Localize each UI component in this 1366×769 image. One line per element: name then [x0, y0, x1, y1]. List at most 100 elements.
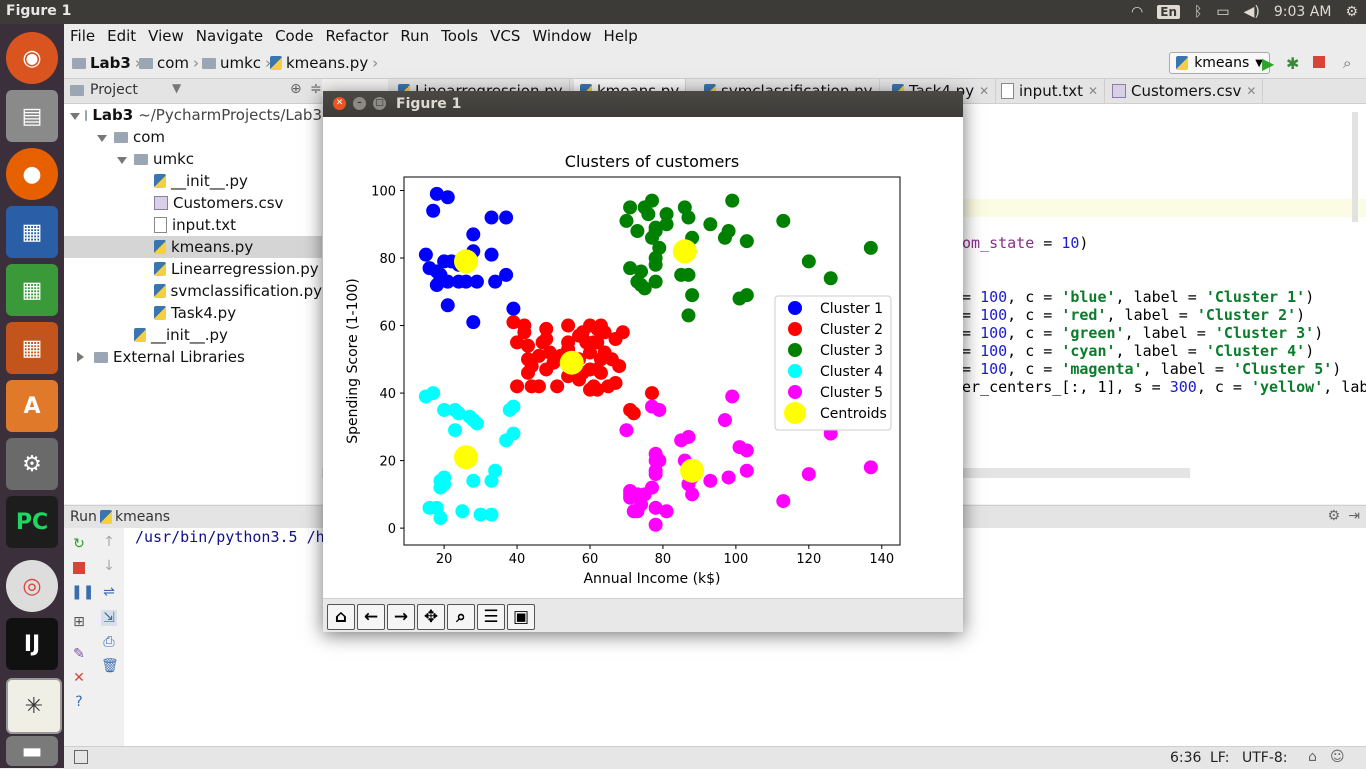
up-arrow-icon[interactable]: ↑ [103, 534, 115, 550]
impress-icon[interactable]: ▦ [6, 322, 58, 374]
soft-wrap-icon[interactable]: ⇌ [103, 584, 115, 600]
tree-item[interactable]: Customers.csv [64, 192, 322, 214]
code-line[interactable]: er_centers_[:, 1], s = 300, c = 'yellow'… [962, 378, 1366, 396]
subplots-config-icon[interactable]: ☰ [477, 604, 505, 630]
intellij-icon[interactable]: IJ [6, 618, 58, 670]
close-icon[interactable]: ✕ [73, 670, 85, 686]
tab-customers-csv[interactable]: Customers.csv ✕ [1106, 79, 1264, 103]
menu-view[interactable]: View [148, 27, 184, 45]
forward-icon[interactable]: → [387, 604, 415, 630]
hide-panel-icon[interactable]: ⇥ [1348, 508, 1360, 524]
editor-scrollbar[interactable] [1352, 112, 1358, 222]
battery-icon[interactable]: ▭ [1216, 4, 1230, 20]
stop-icon[interactable] [73, 562, 85, 574]
close-window-icon[interactable]: ✕ [333, 97, 346, 110]
ubuntu-dash-icon[interactable]: ◉ [6, 32, 58, 84]
zoom-icon[interactable]: ⌕ [447, 604, 475, 630]
search-everywhere-icon[interactable]: ⌕ [1343, 54, 1352, 72]
firefox-icon[interactable]: ● [6, 148, 58, 200]
tree-item[interactable]: External Libraries [64, 346, 322, 368]
trash-icon[interactable]: ▬ [6, 736, 58, 766]
menu-refactor[interactable]: Refactor [325, 27, 389, 45]
restore-layout-icon[interactable]: ⊞ [73, 614, 85, 630]
menu-edit[interactable]: Edit [107, 27, 137, 45]
matplotlib-figure-icon[interactable]: ✳ [6, 678, 62, 734]
menu-file[interactable]: File [70, 27, 96, 45]
tree-item[interactable]: __init__.py [64, 170, 322, 192]
tree-item[interactable]: input.txt [64, 214, 322, 236]
close-tab-icon[interactable]: ✕ [1246, 84, 1257, 98]
collapse-icon[interactable]: ≑ [310, 81, 322, 97]
clear-all-icon[interactable]: 🗑 [101, 658, 119, 674]
chrome-icon[interactable]: ◎ [6, 560, 58, 612]
menu-run[interactable]: Run [400, 27, 430, 45]
pycharm-icon[interactable]: PC [6, 496, 58, 548]
code-line[interactable]: = 100, c = 'red', label = 'Cluster 2') [962, 306, 1306, 324]
lock-icon[interactable]: ⌂ [1308, 749, 1317, 765]
writer-icon[interactable]: ▦ [6, 206, 58, 258]
breadcrumb-com[interactable]: com › [139, 54, 199, 72]
scroll-to-end-icon[interactable]: ⇲ [101, 610, 117, 626]
rerun-icon[interactable]: ↻ [73, 536, 85, 552]
code-line[interactable]: = 100, c = 'magenta', label = 'Cluster 5… [962, 360, 1342, 378]
chevron-down-icon[interactable] [70, 113, 81, 120]
tab-input-txt[interactable]: input.txt ✕ [995, 79, 1106, 103]
breadcrumb-umkc[interactable]: umkc › [202, 54, 271, 72]
debug-icon[interactable]: ✱ [1286, 54, 1300, 73]
settings-gear-icon[interactable]: ⚙ [1345, 4, 1358, 20]
menu-code[interactable]: Code [275, 27, 314, 45]
keyboard-layout-indicator[interactable]: En [1157, 5, 1181, 19]
calc-icon[interactable]: ▦ [6, 264, 58, 316]
menu-navigate[interactable]: Navigate [195, 27, 264, 45]
code-line[interactable]: om_state = 10) [962, 234, 1089, 252]
menu-window[interactable]: Window [532, 27, 592, 45]
run-config-selector[interactable]: kmeans ▼ [1169, 52, 1270, 74]
inspector-icon[interactable]: ☺ [1330, 749, 1345, 765]
close-tab-icon[interactable]: ✕ [1088, 84, 1099, 98]
pan-icon[interactable]: ✥ [417, 604, 445, 630]
stop-icon[interactable] [1313, 56, 1325, 68]
pause-icon[interactable]: ❚❚ [71, 584, 95, 600]
software-center-icon[interactable]: A [6, 380, 58, 432]
tree-item[interactable]: Task4.py [64, 302, 322, 324]
run-icon[interactable]: ▶ [1262, 54, 1275, 73]
toggle-tool-windows-icon[interactable] [74, 750, 88, 764]
pin-icon[interactable]: ✎ [73, 646, 85, 662]
chevron-down-icon[interactable]: ▼ [172, 81, 182, 95]
files-icon[interactable]: ▤ [6, 90, 58, 142]
back-icon[interactable]: ← [357, 604, 385, 630]
tree-item[interactable]: Linearregression.py [64, 258, 322, 280]
clock[interactable]: 9:03 AM [1273, 4, 1332, 20]
breadcrumb-kmeans[interactable]: kmeans.py › [270, 54, 378, 72]
print-icon[interactable]: ⎙ [103, 634, 115, 650]
close-tab-icon[interactable]: ✕ [979, 84, 990, 98]
tree-item[interactable]: svmclassification.py [64, 280, 322, 302]
menu-help[interactable]: Help [603, 27, 638, 45]
code-line[interactable]: = 100, c = 'blue', label = 'Cluster 1') [962, 288, 1315, 306]
target-icon[interactable]: ⊕ [290, 81, 302, 97]
figure-title-bar[interactable]: ✕ – □ Figure 1 [323, 91, 963, 117]
menu-vcs[interactable]: VCS [490, 27, 521, 45]
plot-canvas[interactable]: Clusters of customers 20 40 60 80 100 120 140 0 2… [323, 117, 963, 597]
help-icon[interactable]: ? [75, 694, 83, 710]
maximize-window-icon[interactable]: □ [373, 97, 386, 110]
system-settings-icon[interactable]: ⚙ [6, 438, 58, 490]
tree-item[interactable]: Lab3 ~/PycharmProjects/Lab3 [64, 104, 322, 126]
tree-item[interactable]: umkc [64, 148, 322, 170]
down-arrow-icon[interactable]: ↓ [103, 558, 115, 574]
breadcrumb-lab3[interactable]: Lab3 › [72, 54, 141, 72]
minimize-window-icon[interactable]: – [353, 97, 366, 110]
tree-item[interactable]: kmeans.py [64, 236, 322, 258]
volume-icon[interactable]: ◀) [1243, 4, 1260, 20]
bluetooth-icon[interactable]: ᛒ [1194, 4, 1203, 20]
wifi-icon[interactable]: ◠ [1131, 4, 1144, 20]
tree-item[interactable]: __init__.py [64, 324, 322, 346]
gear-icon[interactable]: ⚙ [1327, 508, 1340, 524]
save-icon[interactable]: ▣ [507, 604, 535, 630]
chevron-down-icon[interactable] [117, 157, 127, 164]
code-line[interactable]: = 100, c = 'green', label = 'Cluster 3') [962, 324, 1324, 342]
menu-tools[interactable]: Tools [441, 27, 479, 45]
code-line[interactable]: = 100, c = 'cyan', label = 'Cluster 4') [962, 342, 1315, 360]
tree-item[interactable]: com [64, 126, 322, 148]
chevron-down-icon[interactable] [97, 135, 107, 142]
